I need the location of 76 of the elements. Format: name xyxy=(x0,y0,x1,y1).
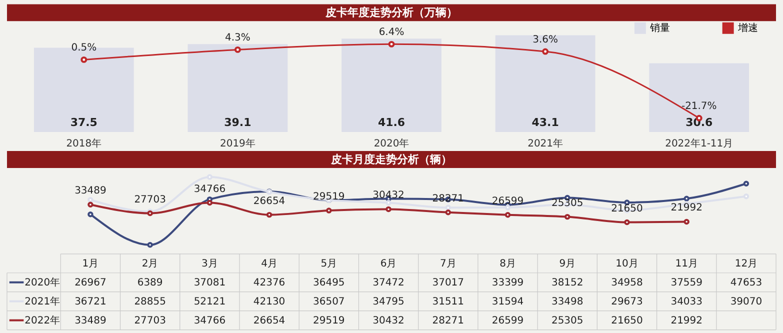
data-label: 26967 xyxy=(74,277,106,288)
data-label: 39.1 xyxy=(224,116,252,130)
data-label: 26599 xyxy=(492,315,524,326)
data-label: 37017 xyxy=(432,277,464,288)
chart-title: 皮卡月度走势分析（辆） xyxy=(330,153,452,166)
data-label: 25305 xyxy=(552,315,584,326)
x-tick-label: 2018年 xyxy=(66,138,102,150)
data-label: 42376 xyxy=(253,277,286,288)
legend-label: 2020年 xyxy=(24,276,60,288)
x-tick-label: 10月 xyxy=(616,258,638,270)
data-label: 41.6 xyxy=(378,116,406,130)
data-label: 27703 xyxy=(134,315,166,326)
x-tick-label: 2022年1-11月 xyxy=(665,138,734,150)
x-tick-label: 2020年 xyxy=(374,138,410,150)
data-label: 21992 xyxy=(670,315,702,326)
data-label: 29673 xyxy=(611,296,643,308)
data-label: 29519 xyxy=(313,315,345,326)
data-label: 43.1 xyxy=(532,116,559,130)
data-label: 33399 xyxy=(492,277,524,288)
data-label: 34033 xyxy=(670,296,702,308)
data-label: 21650 xyxy=(611,315,643,326)
data-label: 4.3% xyxy=(225,32,250,44)
data-label: 37081 xyxy=(194,277,226,288)
data-label: 3.6% xyxy=(532,34,558,46)
data-label: -21.7% xyxy=(681,101,717,112)
text: 34766 xyxy=(194,184,226,195)
x-tick-label: 1月 xyxy=(82,258,99,270)
x-tick-label: 9月 xyxy=(559,258,576,270)
text: 21650 xyxy=(611,203,643,214)
x-tick-label: 6月 xyxy=(380,258,397,270)
data-label: 6.4% xyxy=(378,27,404,38)
x-tick-label: 2019年 xyxy=(220,138,256,150)
x-tick-label: 2021年 xyxy=(528,138,563,150)
data-label: 36495 xyxy=(313,277,345,288)
legend-label: 2022年 xyxy=(24,314,60,326)
data-label: 34958 xyxy=(611,277,643,288)
data-label: 37.5 xyxy=(70,116,98,130)
legend-label: 2021年 xyxy=(24,295,60,308)
x-tick-label: 8月 xyxy=(500,258,516,270)
text: 33489 xyxy=(74,186,106,197)
text: 29519 xyxy=(313,192,345,203)
x-tick-label: 2月 xyxy=(142,258,158,270)
data-label: 0.5% xyxy=(71,42,97,54)
legend-label: 增速 xyxy=(737,22,758,34)
data-label: 31511 xyxy=(432,296,464,308)
x-tick-label: 4月 xyxy=(261,258,278,270)
data-label: 26654 xyxy=(253,315,286,326)
data-label: 33489 xyxy=(74,315,106,326)
data-label: 39070 xyxy=(730,296,762,308)
data-label: 28271 xyxy=(432,315,464,326)
x-tick-label: 11月 xyxy=(675,258,698,270)
data-label: 31594 xyxy=(492,296,524,308)
data-label: 6389 xyxy=(137,277,163,288)
data-label: 28855 xyxy=(134,296,166,308)
data-label: 36507 xyxy=(313,296,345,308)
data-label: 42130 xyxy=(253,296,286,308)
text: 26654 xyxy=(253,196,286,207)
x-tick-label: 3月 xyxy=(202,258,218,270)
data-label: 36721 xyxy=(74,296,106,308)
chart-title: 皮卡年度走势分析（万辆） xyxy=(324,6,458,20)
x-tick-label: 5月 xyxy=(320,258,338,270)
data-label: 37559 xyxy=(670,277,702,288)
x-tick-label: 12月 xyxy=(734,258,758,270)
text: 21992 xyxy=(670,202,702,214)
data-label: 47653 xyxy=(730,277,762,288)
data-label: 52121 xyxy=(194,296,226,308)
legend-label: 销量 xyxy=(649,23,670,34)
data-label: 30432 xyxy=(372,315,404,326)
data-label: 38152 xyxy=(552,277,584,288)
data-label: 33498 xyxy=(552,296,584,308)
data-label: 34795 xyxy=(372,296,404,308)
x-tick-label: 7月 xyxy=(440,258,456,270)
text: 27703 xyxy=(134,194,166,206)
data-label: 34766 xyxy=(194,315,226,326)
text: 25305 xyxy=(552,198,584,209)
data-label: 37472 xyxy=(372,277,404,288)
